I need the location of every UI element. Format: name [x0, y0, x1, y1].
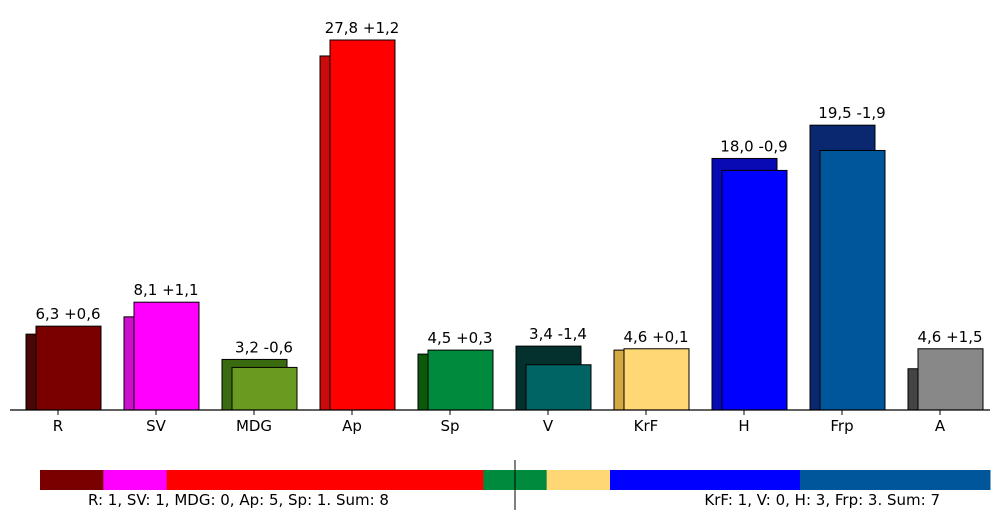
seat-bar — [40, 470, 991, 490]
tick-label-sv: SV — [146, 417, 167, 435]
tick-label-krf: KrF — [634, 417, 659, 435]
tick-label-frp: Frp — [830, 417, 853, 435]
data-label-r: 6,3 +0,6 — [35, 305, 100, 323]
tick-group: R SV MDG Ap Sp V KrF H Frp A — [53, 410, 946, 435]
bar-current-krf — [623, 348, 690, 411]
bar-current-ap — [329, 39, 396, 411]
data-label-h: 18,0 -0,9 — [720, 137, 787, 155]
seat-segment-ap — [166, 470, 484, 490]
tick-label-h: H — [738, 417, 749, 435]
tick-label-sp: Sp — [440, 417, 459, 435]
seat-segment-h — [610, 470, 801, 490]
tick-label-ap: Ap — [342, 417, 362, 435]
bar-current-v — [525, 364, 592, 411]
bar-current-sv — [133, 301, 200, 411]
right-summary-label: KrF: 1, V: 0, H: 3, Frp: 3. Sum: 7 — [704, 491, 940, 509]
bar-current-frp — [819, 149, 886, 411]
bar-current-sp — [427, 349, 494, 411]
bar-current-mdg — [231, 366, 298, 411]
data-label-v: 3,4 -1,4 — [529, 325, 587, 343]
data-label-mdg: 3,2 -0,6 — [235, 338, 293, 356]
tick-label-a: A — [935, 417, 946, 435]
tick-label-mdg: MDG — [236, 417, 272, 435]
bar-current-r — [35, 325, 102, 411]
tick-label-r: R — [53, 417, 63, 435]
data-label-sp: 4,5 +0,3 — [427, 329, 492, 347]
seat-segment-krf — [546, 470, 611, 490]
data-label-ap: 27,8 +1,2 — [325, 19, 400, 37]
data-label-krf: 4,6 +0,1 — [623, 328, 688, 346]
data-label-frp: 19,5 -1,9 — [818, 104, 885, 122]
data-label-sv: 8,1 +1,1 — [133, 281, 198, 299]
bar-group: 6,3 +0,6 8,1 +1,1 3,2 -0,6 27,8 +1,2 4,5 +0,… — [25, 19, 984, 411]
seat-segment-r — [40, 470, 104, 490]
data-label-a: 4,6 +1,5 — [917, 328, 982, 346]
bar-current-h — [721, 169, 788, 411]
seat-segment-frp — [800, 470, 991, 490]
tick-label-v: V — [543, 417, 554, 435]
bar-current-a — [917, 348, 984, 411]
seat-segment-sv — [103, 470, 168, 490]
left-summary-label: R: 1, SV: 1, MDG: 0, Ap: 5, Sp: 1. Sum: … — [88, 491, 389, 509]
